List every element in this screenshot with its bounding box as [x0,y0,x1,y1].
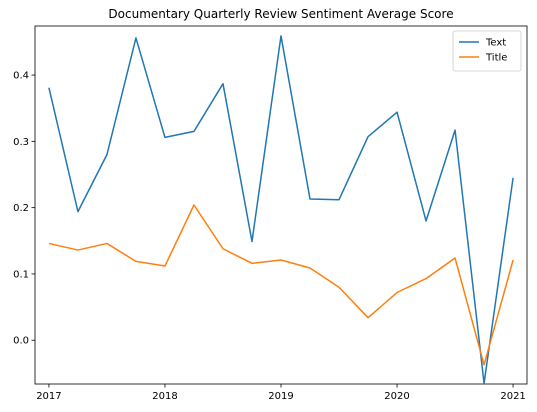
y-tick-label: 0.0 [13,336,29,347]
y-tick-label: 0.2 [13,203,29,214]
series-line-title [48,204,514,366]
legend-label: Text [485,38,506,49]
y-tick-label: 0.1 [13,269,29,280]
x-tick-label: 2019 [268,391,293,402]
y-tick-label: 0.4 [13,71,29,82]
y-tick-label: 0.3 [13,137,29,148]
plot-area [34,25,528,385]
series-lines [48,35,514,385]
series-line-text [48,35,514,385]
legend: Text Title [452,30,522,72]
legend-label: Title [485,53,507,64]
chart-title: Documentary Quarterly Review Sentiment A… [108,7,453,21]
x-tick-label: 2017 [36,391,61,402]
x-tick-label: 2018 [152,391,177,402]
axes: 2017 2018 2019 2020 2021 0.0 0.1 0.2 0.3 0.4 [13,71,526,402]
x-tick-label: 2020 [384,391,409,402]
x-tick-label: 2021 [500,391,525,402]
legend-box [452,30,522,72]
